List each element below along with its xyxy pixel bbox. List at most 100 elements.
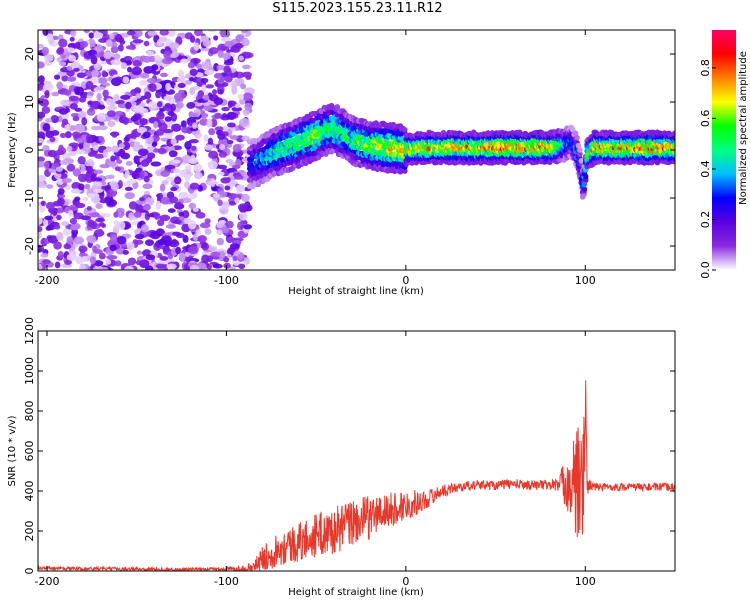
heatmap-cell (159, 214, 171, 222)
heatmap-cell (87, 151, 97, 157)
heatmap-cell (111, 182, 119, 192)
heatmap-cell (210, 251, 221, 257)
heatmap-cell (93, 32, 104, 39)
heatmap-cell (89, 39, 96, 48)
y-tick-label: 1200 (23, 317, 36, 345)
snr-y-axis-label: SNR (10 * v/v) (7, 415, 18, 486)
heatmap-cell (175, 246, 182, 255)
heatmap-cell (105, 146, 112, 153)
heatmap-cell (40, 200, 46, 206)
heatmap-cell (134, 204, 145, 214)
heatmap-cell (208, 47, 219, 55)
heatmap-cell (41, 106, 51, 114)
heatmap-cell (231, 85, 238, 95)
colorbar-tick-label: 0.4 (699, 160, 712, 178)
heatmap-cell (93, 62, 101, 71)
heatmap-cell (188, 202, 197, 210)
heatmap-cell (56, 214, 62, 221)
heatmap-cell (188, 77, 195, 82)
heatmap-cell (88, 32, 95, 39)
heatmap-cell (70, 112, 80, 118)
heatmap-cell (125, 45, 136, 50)
heatmap-cell (237, 252, 245, 260)
heatmap-cell (90, 212, 100, 218)
heatmap-cell (93, 45, 103, 53)
heatmap-cell (211, 89, 218, 95)
heatmap-cell (184, 173, 191, 182)
heatmap-cell (164, 164, 176, 170)
heatmap-cell (93, 260, 104, 267)
heatmap-cell (216, 229, 224, 236)
heatmap-cell (219, 206, 228, 211)
heatmap-cell (38, 137, 44, 144)
heatmap-cell (109, 33, 115, 40)
heatmap-cell (149, 231, 161, 240)
heatmap-cell (87, 49, 98, 57)
heatmap-cell (120, 94, 131, 100)
heatmap-cell (150, 161, 162, 167)
heatmap-cell (221, 106, 230, 112)
heatmap-cell (89, 256, 97, 265)
x-tick-label: 0 (402, 575, 409, 588)
heatmap-cell (212, 263, 223, 269)
heatmap-cell (577, 151, 583, 157)
heatmap-cell (124, 186, 133, 192)
colorbar-tick-label: 0.2 (699, 211, 712, 229)
heatmap-cell (38, 160, 46, 168)
heatmap-cell (160, 30, 167, 34)
heatmap-cell (574, 134, 580, 141)
heatmap-cell (55, 166, 64, 172)
heatmap-cell (140, 224, 149, 233)
heatmap-cell (208, 150, 219, 159)
heatmap-cell (161, 57, 173, 65)
heatmap-cell (204, 228, 212, 235)
heatmap-cell (156, 101, 163, 108)
heatmap-cell (63, 243, 72, 250)
heatmap-y-ticks: -20 -10 0 10 20 (23, 47, 675, 255)
heatmap-cell (110, 59, 122, 66)
heatmap-cell (38, 75, 45, 84)
heatmap-cell (115, 76, 123, 83)
heatmap-cell (75, 202, 86, 209)
heatmap-cell (223, 125, 229, 132)
heatmap-cell (61, 178, 72, 184)
heatmap-cell (234, 103, 241, 109)
heatmap-cell (581, 186, 588, 192)
heatmap-cell (194, 171, 203, 180)
heatmap-cell (113, 211, 119, 218)
heatmap-cell (224, 185, 231, 191)
heatmap-cell (181, 210, 190, 219)
heatmap-cell (50, 115, 59, 124)
heatmap-cell (158, 245, 165, 250)
heatmap-cell (43, 160, 50, 170)
heatmap-cell (70, 30, 77, 37)
heatmap-cell (230, 44, 241, 53)
heatmap-cell (56, 81, 63, 90)
heatmap-cell (38, 263, 43, 270)
heatmap-cell (196, 63, 202, 70)
heatmap-cell (203, 105, 214, 112)
heatmap-cell (64, 123, 71, 131)
heatmap-cell (45, 118, 53, 123)
heatmap-cell (671, 142, 675, 149)
heatmap-cell (81, 134, 89, 143)
heatmap-cell (176, 77, 186, 83)
heatmap-cell (168, 239, 180, 248)
heatmap-cell (92, 144, 99, 151)
heatmap-cell (113, 53, 121, 60)
heatmap-cell (219, 30, 230, 37)
heatmap-cell (73, 212, 84, 220)
heatmap-cell (165, 176, 175, 182)
heatmap-cell (207, 30, 217, 33)
heatmap-cell (91, 69, 100, 78)
heatmap-cell (671, 135, 675, 141)
heatmap-cell (124, 192, 135, 200)
heatmap-cell (189, 87, 196, 96)
heatmap-cell (234, 158, 242, 167)
heatmap-cell (102, 149, 109, 158)
heatmap-cell (180, 58, 188, 64)
heatmap-cell (164, 102, 172, 109)
heatmap-cell (95, 86, 106, 91)
heatmap-cell (229, 243, 240, 250)
